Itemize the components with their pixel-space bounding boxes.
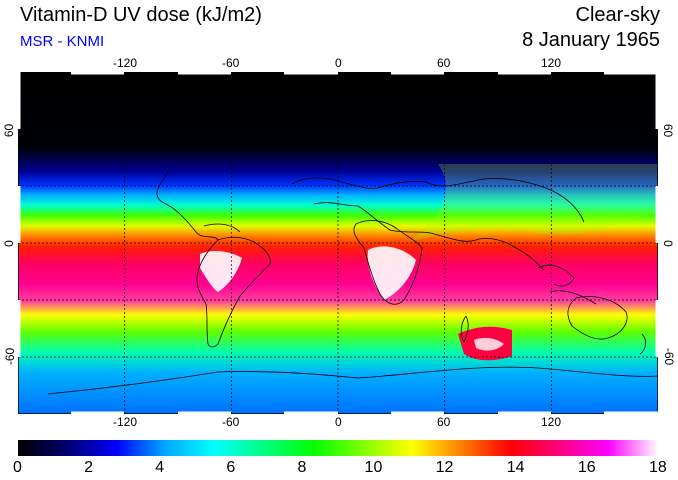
lon-label-top: 60	[437, 56, 451, 70]
map-title: Vitamin-D UV dose (kJ/m2)	[20, 4, 262, 26]
lon-label-bottom: 120	[541, 415, 562, 429]
lon-label-bottom: 0	[335, 415, 342, 429]
lat-label-right: 60	[661, 123, 676, 138]
colorbar-tick-label: 12	[435, 459, 454, 476]
map-frame	[18, 72, 658, 414]
lat-label-left: 0	[1, 240, 16, 247]
lat-label-right: -60	[662, 347, 677, 366]
lon-label-top: -60	[222, 56, 240, 70]
colorbar-tick-label: 14	[506, 459, 525, 476]
colorbar-tick-label: 16	[577, 459, 596, 476]
world-uv-map	[18, 72, 658, 414]
colorbar-tick-label: 18	[649, 459, 667, 476]
lon-label-bottom: -60	[222, 415, 240, 429]
source-label: MSR - KNMI	[20, 33, 105, 50]
lon-label-bottom: -120	[113, 415, 138, 429]
graticule	[18, 72, 658, 414]
colorbar-tick-label: 2	[84, 459, 94, 476]
colorbar-tick-label: 4	[155, 459, 165, 476]
lon-label-top: 120	[541, 56, 562, 70]
lat-label-left: -60	[3, 347, 18, 366]
colorbar-tick-label: 0	[13, 459, 22, 476]
colorbar	[18, 440, 658, 456]
coastlines	[47, 171, 658, 395]
date-label: 8 January 1965	[522, 29, 660, 51]
colorbar-tick-label: 6	[226, 459, 236, 476]
lat-label-left: 60	[2, 123, 17, 138]
lon-label-top: 0	[335, 56, 342, 70]
colorbar-tick-label: 8	[297, 459, 307, 476]
peak-dose-areas	[200, 164, 658, 361]
sky-condition-label: Clear-sky	[575, 4, 660, 26]
lat-label-right: 0	[660, 240, 675, 247]
lon-label-bottom: 60	[437, 415, 451, 429]
colorbar-tick-label: 10	[364, 459, 383, 476]
lon-label-top: -120	[113, 56, 138, 70]
